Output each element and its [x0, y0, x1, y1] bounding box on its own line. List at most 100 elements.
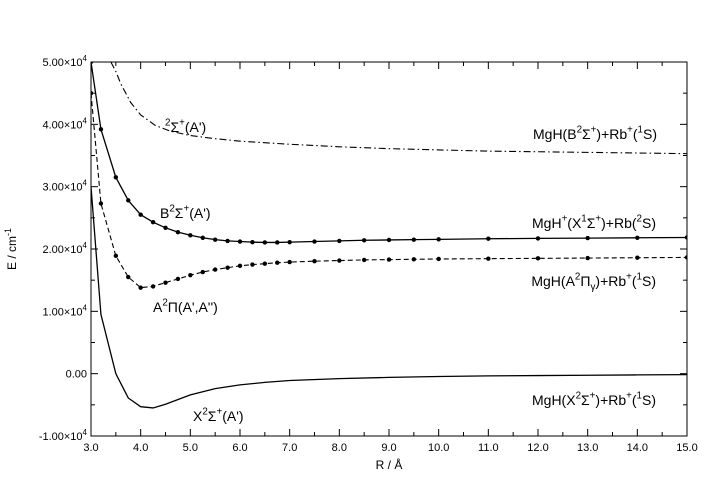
y-axis-label: E / cm-1 [3, 228, 19, 270]
curve-label-part: + [183, 204, 189, 215]
asymptote-label-part: ( [633, 126, 638, 142]
b2sigma-curve-point [150, 219, 156, 225]
asymptote-label-part: S) [643, 126, 657, 142]
y-tick-label-base: 0.00 [66, 369, 87, 381]
curve-label: A2Π(A',A'') [153, 298, 218, 315]
asymptote-label-part: MgH [532, 215, 562, 231]
axes-layer: 3.0 4.0 5.0 6.0 7.0 8.0 9.0 10.0 11.0 12.0 13.0 14.… [3, 54, 698, 472]
curve-label-part: 2 [169, 204, 174, 215]
asymptote-label-part: + [595, 214, 601, 225]
asymptote-label-part: S) [642, 392, 656, 408]
b2sigma-curve-point [188, 233, 193, 238]
curve-label-part: (A') [185, 119, 206, 135]
b2sigma-curve-point [91, 62, 94, 65]
b2sigma-curve-point [337, 238, 342, 244]
a2pi-curve-point [635, 255, 640, 260]
y-tick-label: 3.00×104 [42, 179, 87, 194]
y-tick-label-exp: 4 [83, 116, 88, 125]
a2pi-curve-point [436, 256, 441, 262]
a2pi-curve-point [312, 258, 317, 264]
y-tick-label-exp: 4 [83, 179, 88, 188]
b2sigma-curve-point [212, 237, 218, 242]
a2pi-curve-point [386, 257, 392, 262]
a2pi-curve-point [237, 263, 243, 269]
y-axis-label-exp: -1 [3, 228, 13, 236]
a2pi-curve-point [126, 274, 131, 280]
asymptote-label-part: + [591, 125, 597, 136]
asymptote-label-part: + [590, 391, 596, 402]
asymptote-label-part: 1 [637, 391, 642, 402]
a2pi-curve-point [275, 260, 280, 265]
b2sigma-curve-point [684, 235, 687, 240]
a2pi-curve-point [486, 256, 491, 261]
x-tick-label: 8.0 [332, 442, 347, 454]
curve-label-part: 2 [165, 118, 170, 129]
asymptote-label: MgH(A2Πγ)+Rb+(1S) [531, 272, 656, 294]
labels-layer: 2Σ+(A')B2Σ+(A')A2Π(A',A'')X2Σ+(A')MgH(B2… [153, 118, 657, 424]
asymptote-label-part: MgH(X [532, 392, 576, 408]
asymptote-label-part: + [626, 272, 632, 283]
curve-label-part: Σ [170, 119, 179, 135]
curve-label-part: + [216, 407, 222, 418]
b2sigma-curve-point [635, 235, 640, 240]
x-tick-label: 11.0 [478, 442, 499, 454]
b2sigma-curve-point [386, 237, 392, 243]
x-tick-label: 12.0 [527, 442, 548, 454]
asymptote-label-part: )+Rb [595, 392, 626, 408]
plot-frame [90, 61, 688, 437]
asymptote-label-part: Π [580, 273, 590, 289]
b2sigma-curve [91, 62, 687, 244]
asymptote-label-part: MgH(A [531, 273, 575, 289]
curve-label-part: + [179, 118, 185, 129]
y-tick-label: 2.00×104 [42, 241, 87, 256]
curve-label: 2Σ+(A') [165, 118, 206, 135]
asymptote-label-part: S) [642, 215, 656, 231]
a2pi-curve-point [150, 284, 156, 289]
a2pi-curve-point [163, 280, 168, 285]
curve-label-part: 2 [162, 298, 167, 309]
b2sigma-curve-point [275, 240, 280, 245]
asymptote-label-part: + [627, 125, 633, 136]
x-tick-label: 10.0 [428, 442, 449, 454]
b2sigma-curve-point [287, 239, 292, 245]
asymptote-label-part: )+Rb( [601, 215, 637, 231]
a2pi-curve-point [535, 256, 541, 261]
asymptote-label-part: S) [642, 273, 656, 289]
y-tick-label-exp: 4 [83, 303, 88, 312]
b2sigma-curve-point [585, 235, 590, 241]
asymptote-label-part: )+Rb [595, 273, 626, 289]
asymptote-label-part: 2 [577, 125, 582, 136]
b2sigma-curve-point [361, 238, 367, 243]
b2sigma-curve-point [113, 175, 119, 180]
y-tick-label: 0.00 [66, 369, 87, 381]
x-axis-label: R / Å [376, 457, 403, 472]
b2sigma-curve-point [436, 237, 441, 242]
asymptote-label-part: 2 [576, 391, 581, 402]
curve-label-part: (A') [189, 205, 210, 221]
curve-label-part: Σ [175, 205, 184, 221]
b2sigma-curve-point [262, 240, 268, 245]
y-tick-label: 1.00×104 [42, 303, 87, 318]
y-tick-label: 5.00×104 [42, 54, 87, 69]
asymptote-label-part: Σ [582, 126, 591, 142]
b2sigma-curve-point [237, 239, 243, 244]
a2pi-curve-point [98, 201, 104, 206]
a2pi-curve-point [138, 285, 143, 290]
y-tick-label-base: 2.00×10 [42, 244, 82, 256]
x-tick-label: 7.0 [282, 442, 297, 454]
curve-label: X2Σ+(A') [193, 407, 244, 424]
x-tick-label: 6.0 [232, 442, 247, 454]
x2sigma-curve [91, 186, 687, 409]
b2sigma-curve-point [138, 212, 143, 217]
y-tick-label-exp: 4 [83, 54, 88, 63]
x-tick-label: 4.0 [133, 442, 148, 454]
curve-label-part: (A') [222, 408, 243, 424]
x-tick-label: 15.0 [676, 442, 697, 454]
a2pi-curve [91, 93, 687, 289]
asymptote-label-part: Σ [581, 392, 590, 408]
a2pi-curve-point [113, 253, 119, 259]
asymptote-label-part: 1 [637, 272, 642, 283]
y-tick-label-base: 3.00×10 [42, 182, 82, 194]
a2pi-curve-point [337, 258, 342, 263]
y-tick-label-exp: 4 [83, 428, 88, 437]
